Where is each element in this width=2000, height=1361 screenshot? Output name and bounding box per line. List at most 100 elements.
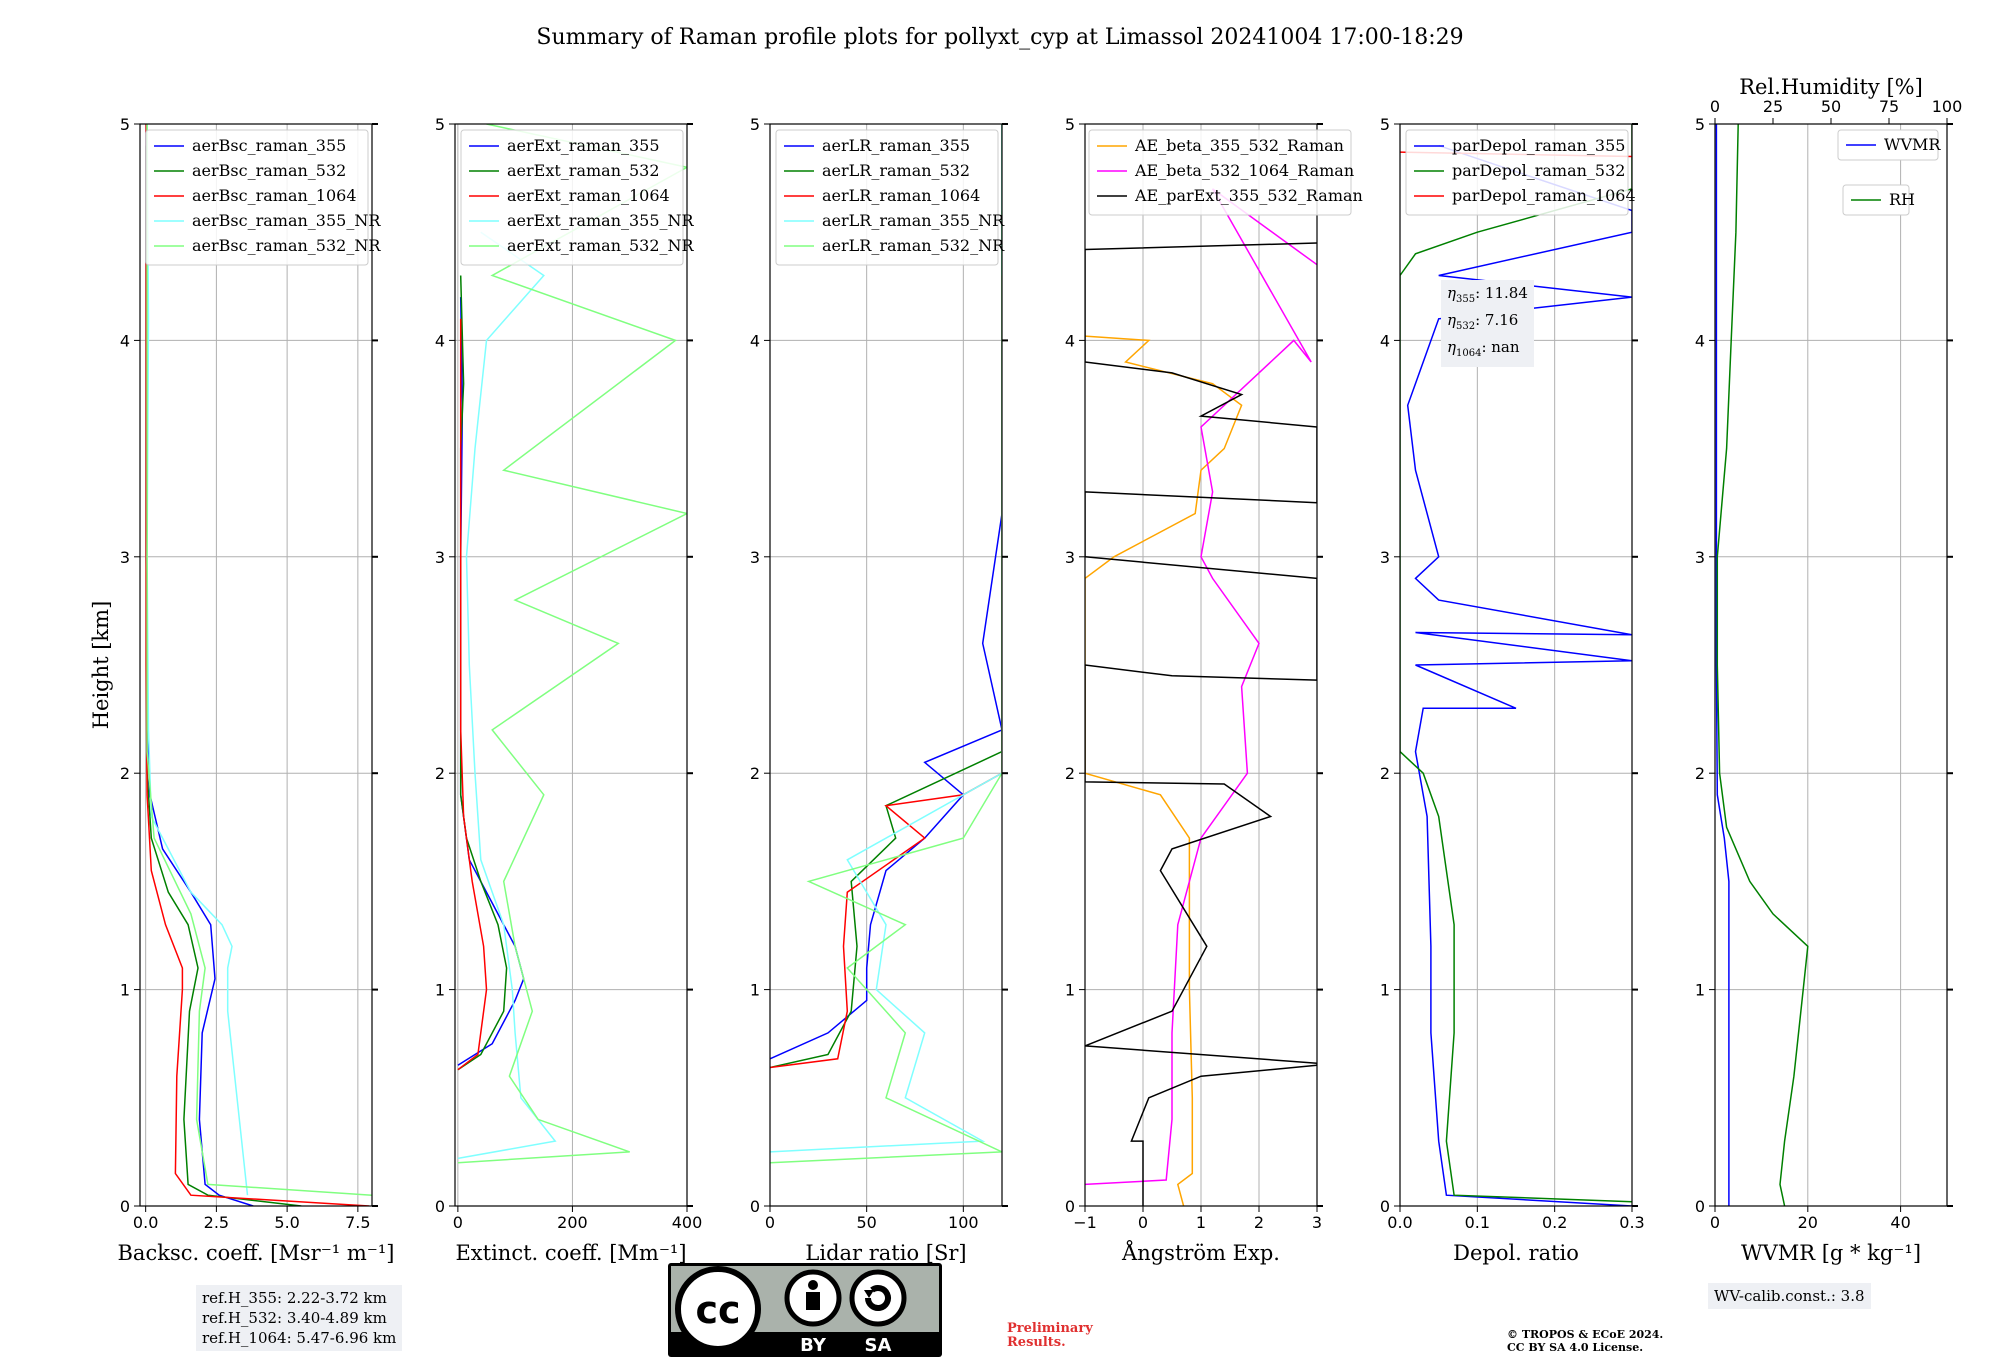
y-tick-label: 3 <box>120 548 130 567</box>
legend: AE_beta_355_532_Raman AE_beta_532_1064_Ra… <box>1088 129 1363 216</box>
series-line <box>145 145 302 1206</box>
legend-entry: AE_parExt_355_532_Raman <box>1134 186 1363 205</box>
x-tick-label: 50 <box>856 1213 876 1232</box>
cc-by-sa-icon: cc BY SA <box>668 1263 942 1357</box>
y-tick-label: 4 <box>750 331 760 350</box>
series-line <box>770 124 1002 1153</box>
x-axis-label: Depol. ratio <box>1453 1241 1579 1265</box>
legend-entry: WVMR <box>1884 135 1941 154</box>
top-tick-label: 25 <box>1763 97 1783 116</box>
legend: aerLR_raman_355 aerLR_raman_532 aerLR_rama… <box>775 129 1005 266</box>
legend: parDepol_raman_355 parDepol_raman_532 parD… <box>1405 129 1636 216</box>
y-tick-label: 2 <box>1380 764 1390 783</box>
legend-entry: aerLR_raman_532 <box>822 161 970 180</box>
x-tick-label: 0 <box>1710 1213 1720 1232</box>
chart-panel-2: 0 200 400 0 1 2 3 4 5 Extinct. coeff. [Mm⁻¹] aerEx… <box>435 115 702 1265</box>
chart-panel-3: 0 50 100 0 1 2 3 4 5 Lidar ratio [Sr] aerLR_raman_… <box>750 115 1008 1265</box>
legend-frame <box>1405 129 1629 216</box>
axes-frame <box>1714 123 1948 1207</box>
series-line <box>1716 124 1809 1206</box>
series-line <box>770 275 1002 1069</box>
axes-frame <box>454 123 688 1207</box>
legend-entry: parDepol_raman_355 <box>1452 136 1625 155</box>
legend-entry: AE_beta_532_1064_Raman <box>1134 161 1354 180</box>
legend-entry: aerLR_raman_1064 <box>822 186 980 205</box>
axes-frame <box>139 123 373 1207</box>
y-tick-label: 4 <box>1695 331 1705 350</box>
x-tick-label: 0.1 <box>1465 1213 1490 1232</box>
legend-entry: parDepol_raman_532 <box>1452 161 1625 180</box>
series-line <box>145 124 370 1206</box>
series-line <box>1715 124 1730 1206</box>
x-tick-label: 2 <box>1254 1213 1264 1232</box>
wv-calib-box: WV-calib.const.: 3.8 <box>1708 1283 1871 1309</box>
y-tick-label: 3 <box>435 548 445 567</box>
ref-height-line: ref.H_532: 3.40-4.89 km <box>202 1309 387 1327</box>
y-tick-label: 0 <box>1065 1197 1075 1216</box>
series-line <box>457 297 525 1066</box>
y-tick-label: 2 <box>120 764 130 783</box>
top-tick-label: 75 <box>1879 97 1899 116</box>
cc-text: cc <box>695 1288 740 1332</box>
y-tick-label: 0 <box>1380 1197 1390 1216</box>
legend-entry: aerBsc_raman_532_NR <box>192 236 381 255</box>
x-tick-label: 1 <box>1196 1213 1206 1232</box>
y-tick-label: 1 <box>750 981 760 1000</box>
axes-frame <box>769 123 1003 1207</box>
series-line <box>457 275 508 1071</box>
legend-frame <box>460 129 684 266</box>
y-tick-label: 5 <box>435 115 445 134</box>
x-tick-label: −1 <box>1073 1213 1097 1232</box>
legend-entry: aerExt_raman_532_NR <box>507 236 695 255</box>
x-axis-label: Ångström Exp. <box>1121 1240 1280 1265</box>
y-tick-label: 5 <box>1065 115 1075 134</box>
legend: WVMR RH <box>1837 129 1941 216</box>
y-tick-label: 3 <box>1065 548 1075 567</box>
y-tick-label: 2 <box>1065 764 1075 783</box>
top-tick-label: 50 <box>1821 97 1841 116</box>
x-tick-label: 200 <box>557 1213 588 1232</box>
legend: aerExt_raman_355 aerExt_raman_532 aerExt_r… <box>460 129 695 266</box>
x-axis-label: Backsc. coeff. [Msr⁻¹ m⁻¹] <box>118 1241 395 1265</box>
y-tick-label: 0 <box>435 1197 445 1216</box>
series-line <box>457 231 557 1160</box>
y-tick-label: 5 <box>1695 115 1705 134</box>
x-tick-label: 5.0 <box>274 1213 299 1232</box>
legend-entry: RH <box>1889 190 1915 209</box>
series-line <box>1085 242 1317 1206</box>
panels-group: 0.0 2.5 5.0 7.5 0 1 2 3 4 5 Backsc. coeff. [Msr⁻¹ … <box>89 75 1962 1265</box>
series-group <box>457 124 687 1164</box>
series-line <box>770 210 1002 1069</box>
x-tick-label: 400 <box>672 1213 703 1232</box>
y-tick-label: 1 <box>1380 981 1390 1000</box>
y-tick-label: 5 <box>1380 115 1390 134</box>
eta-box: η355: 11.84 η532: 7.16 η1064: nan <box>1441 280 1534 367</box>
y-tick-label: 5 <box>750 115 760 134</box>
series-line <box>457 124 687 1164</box>
legend-entry: aerBsc_raman_532 <box>192 161 346 180</box>
eta-line: η532: 7.16 <box>1447 311 1519 332</box>
legend-entry: aerExt_raman_1064 <box>507 186 670 205</box>
y-tick-label: 3 <box>1380 548 1390 567</box>
x-tick-label: 40 <box>1890 1213 1910 1232</box>
x-axis-label: Extinct. coeff. [Mm⁻¹] <box>455 1241 686 1265</box>
series-line <box>457 318 488 1071</box>
y-tick-label: 4 <box>435 331 445 350</box>
y-tick-label: 1 <box>1695 981 1705 1000</box>
preliminary-line: Results. <box>1007 1335 1066 1350</box>
series-line <box>1406 144 1632 1206</box>
x-tick-label: 100 <box>948 1213 979 1232</box>
legend-entry: parDepol_raman_1064 <box>1452 186 1636 205</box>
x-tick-label: 0.0 <box>133 1213 158 1232</box>
series-group <box>1085 188 1317 1206</box>
copyright-line: CC BY SA 4.0 License. <box>1507 1341 1644 1354</box>
top-axis-label: Rel.Humidity [%] <box>1739 75 1923 99</box>
by-text: BY <box>800 1335 827 1356</box>
y-tick-label: 2 <box>750 764 760 783</box>
x-tick-label: 0 <box>453 1213 463 1232</box>
axes-frame <box>1399 123 1633 1207</box>
x-axis-label: Lidar ratio [Sr] <box>805 1241 966 1265</box>
eta-line: η1064: nan <box>1447 338 1520 359</box>
